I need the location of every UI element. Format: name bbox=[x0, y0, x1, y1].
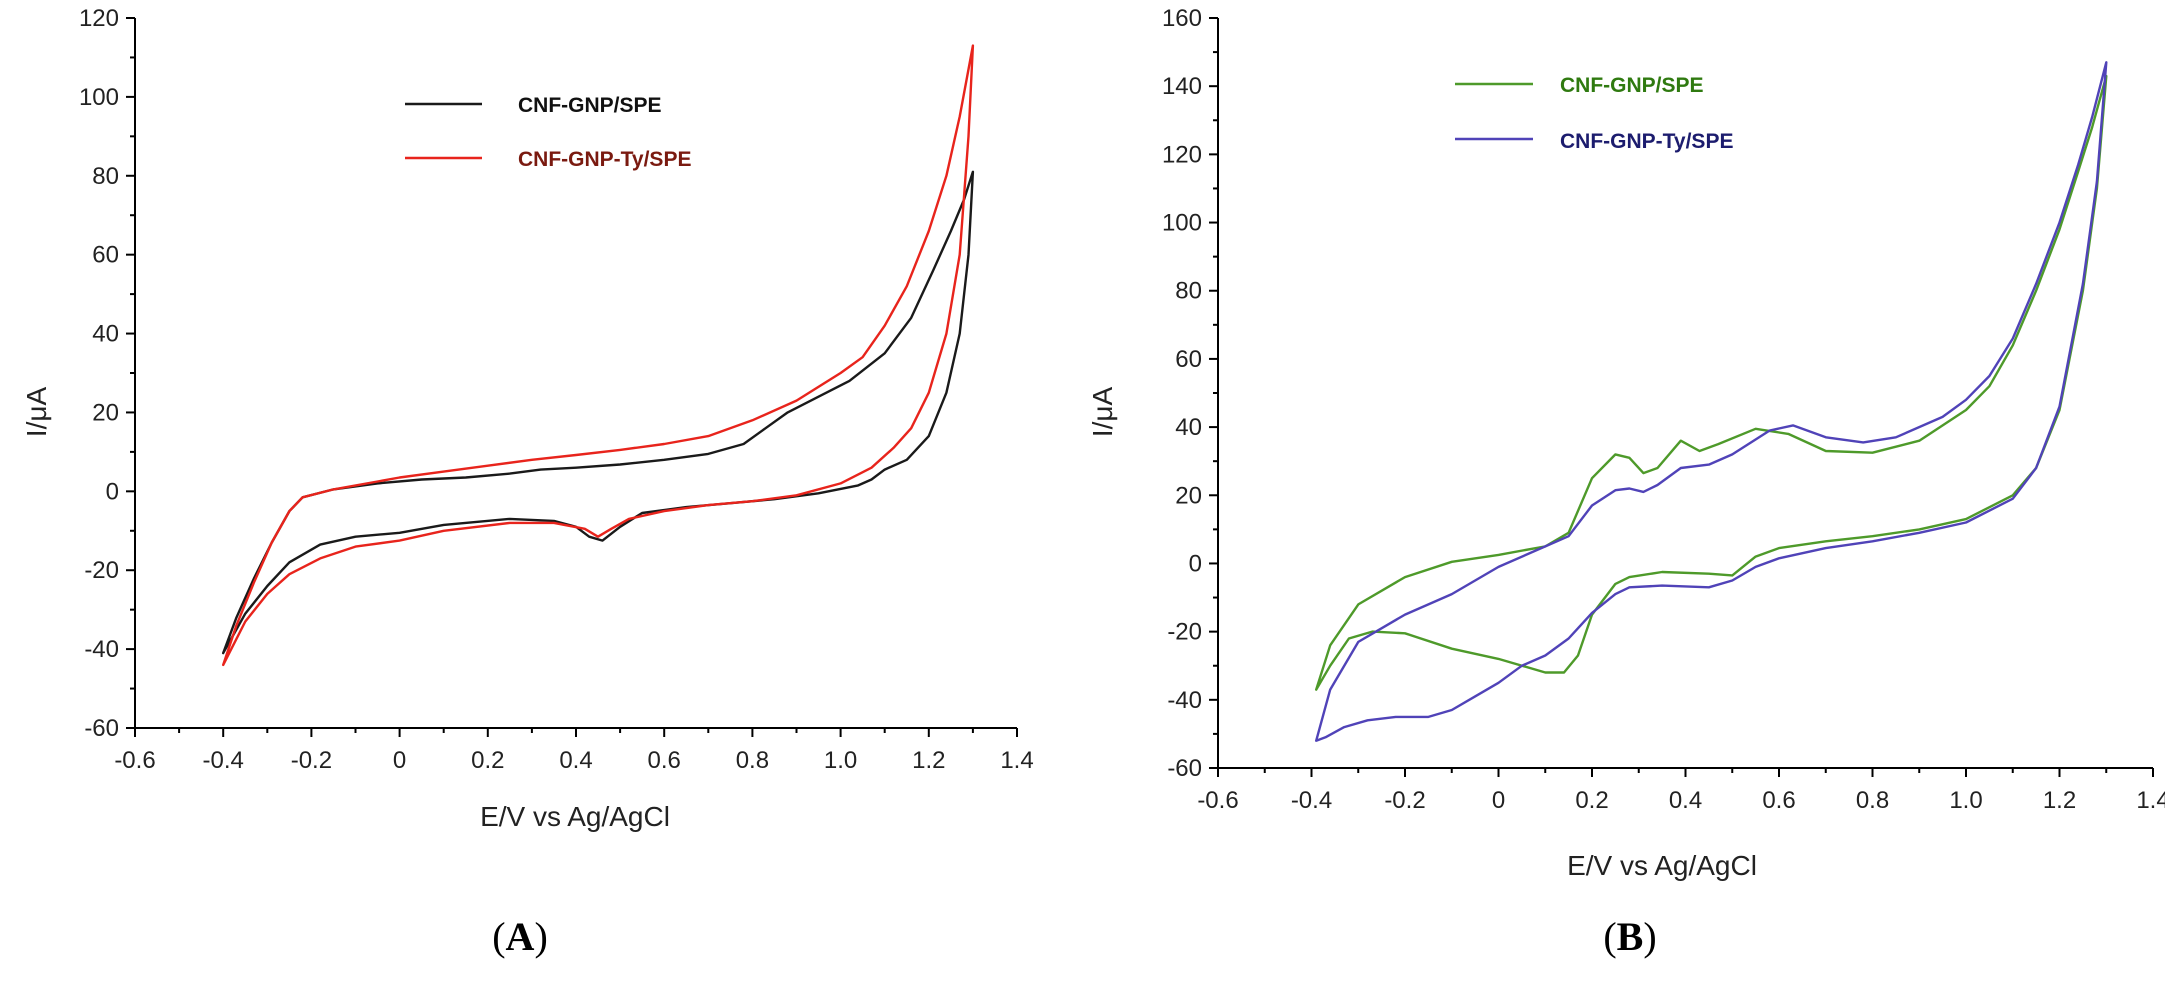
chart-a-ticks: -0.6 -0.4 -0.2 0 0.2 0.4 0.6 0.8 1.0 1.2 1.4 -60 -40… bbox=[79, 5, 1034, 774]
chart-b-legend: CNF-GNP/SPE CNF-GNP-Ty/SPE bbox=[1455, 74, 1733, 153]
chart-a-x-tick-label: 1.0 bbox=[824, 747, 857, 774]
chart-a-y-tick-label: -60 bbox=[84, 715, 119, 742]
chart-a-x-tick-label: 0.8 bbox=[736, 747, 769, 774]
chart-b-x-tick-label: 1.4 bbox=[2136, 787, 2165, 814]
chart-a-y-tick-label: 60 bbox=[92, 242, 119, 269]
chart-a-y-tick-label: 0 bbox=[106, 478, 119, 505]
chart-a-axes bbox=[134, 18, 1017, 729]
chart-b-x-tick-label: 0.2 bbox=[1575, 787, 1608, 814]
chart-a-x-tick-label: 0.2 bbox=[471, 747, 504, 774]
chart-a-x-tick-label: -0.4 bbox=[203, 747, 244, 774]
chart-b-ticks: -0.6 -0.4 -0.2 0 0.2 0.4 0.6 0.8 1.0 1.2 1.4 -60 -40… bbox=[1162, 5, 2165, 814]
chart-b-y-tick-label: 140 bbox=[1162, 73, 1202, 100]
panel-label-a-open: ( bbox=[492, 914, 505, 959]
chart-b-legend-label-0: CNF-GNP/SPE bbox=[1560, 74, 1704, 97]
chart-a-x-tick-label: 0.4 bbox=[559, 747, 592, 774]
chart-a-x-tick-label: 0 bbox=[393, 747, 406, 774]
chart-b-y-tick-label: -40 bbox=[1167, 687, 1202, 714]
chart-b-y-tick-label: 40 bbox=[1175, 414, 1202, 441]
chart-a-y-tick-label: 80 bbox=[92, 163, 119, 190]
chart-b-x-tick-label: 1.0 bbox=[1949, 787, 1982, 814]
panel-label-a-letter: A bbox=[506, 914, 535, 959]
chart-b-x-tick-label: 1.2 bbox=[2043, 787, 2076, 814]
chart-a-y-tick-label: -20 bbox=[84, 557, 119, 584]
chart-b-legend-label-1: CNF-GNP-Ty/SPE bbox=[1560, 130, 1733, 153]
chart-b-x-tick-label: 0.6 bbox=[1762, 787, 1795, 814]
chart-panel-b: -0.6 -0.4 -0.2 0 0.2 0.4 0.6 0.8 1.0 1.2 1.4 -60 -40… bbox=[1087, 5, 2165, 881]
chart-a-series-0-line bbox=[222, 170, 975, 655]
chart-a-curves bbox=[222, 44, 975, 667]
chart-a-y-axis-title: I/μA bbox=[21, 386, 52, 437]
chart-a-series-1-line bbox=[222, 44, 975, 667]
chart-a-legend-label-1: CNF-GNP-Ty/SPE bbox=[518, 148, 691, 171]
chart-b-y-tick-label: 0 bbox=[1189, 550, 1202, 577]
chart-a-x-axis-title: E/V vs Ag/AgCl bbox=[480, 801, 670, 832]
chart-b-y-tick-label: 160 bbox=[1162, 5, 1202, 32]
chart-b-x-tick-label: 0.4 bbox=[1669, 787, 1702, 814]
panel-label-b: (B) bbox=[1603, 914, 1656, 959]
chart-b-y-tick-label: -20 bbox=[1167, 619, 1202, 646]
chart-b-curves bbox=[1315, 61, 2108, 742]
chart-a-legend-label-0: CNF-GNP/SPE bbox=[518, 94, 662, 117]
chart-panel-a: -0.6 -0.4 -0.2 0 0.2 0.4 0.6 0.8 1.0 1.2 1.4 -60 -40… bbox=[21, 5, 1034, 832]
chart-a-y-tick-label: 20 bbox=[92, 399, 119, 426]
panel-label-a: (A) bbox=[492, 914, 548, 959]
chart-a-x-tick-label: 1.2 bbox=[912, 747, 945, 774]
chart-b-y-axis-title: I/μA bbox=[1087, 386, 1118, 437]
chart-a-x-tick-label: 1.4 bbox=[1000, 747, 1033, 774]
chart-b-x-tick-label: 0 bbox=[1492, 787, 1505, 814]
chart-a-y-tick-label: 40 bbox=[92, 321, 119, 348]
panel-label-b-open: ( bbox=[1603, 914, 1616, 959]
chart-b-x-axis-title: E/V vs Ag/AgCl bbox=[1567, 850, 1757, 881]
chart-b-y-tick-label: -60 bbox=[1167, 755, 1202, 782]
chart-a-x-tick-label: -0.6 bbox=[114, 747, 155, 774]
chart-b-x-tick-label: -0.6 bbox=[1197, 787, 1238, 814]
chart-a-y-tick-label: -40 bbox=[84, 636, 119, 663]
panel-label-a-close: ) bbox=[534, 914, 547, 959]
chart-a-y-tick-label: 100 bbox=[79, 84, 119, 111]
chart-a-legend: CNF-GNP/SPE CNF-GNP-Ty/SPE bbox=[405, 94, 691, 171]
chart-b-y-tick-label: 60 bbox=[1175, 346, 1202, 373]
panel-label-b-letter: B bbox=[1617, 914, 1644, 959]
chart-b-y-tick-label: 120 bbox=[1162, 141, 1202, 168]
chart-b-y-tick-label: 80 bbox=[1175, 278, 1202, 305]
chart-b-series-1-line bbox=[1315, 61, 2108, 742]
chart-b-x-tick-label: 0.8 bbox=[1856, 787, 1889, 814]
chart-b-x-tick-label: -0.4 bbox=[1291, 787, 1332, 814]
chart-b-y-tick-label: 20 bbox=[1175, 482, 1202, 509]
chart-b-x-tick-label: -0.2 bbox=[1384, 787, 1425, 814]
chart-a-y-tick-label: 120 bbox=[79, 5, 119, 32]
chart-a-x-tick-label: -0.2 bbox=[291, 747, 332, 774]
chart-b-series-0-line bbox=[1315, 74, 2108, 691]
chart-a-x-tick-label: 0.6 bbox=[648, 747, 681, 774]
chart-b-y-tick-label: 100 bbox=[1162, 210, 1202, 237]
panel-label-b-close: ) bbox=[1643, 914, 1656, 959]
